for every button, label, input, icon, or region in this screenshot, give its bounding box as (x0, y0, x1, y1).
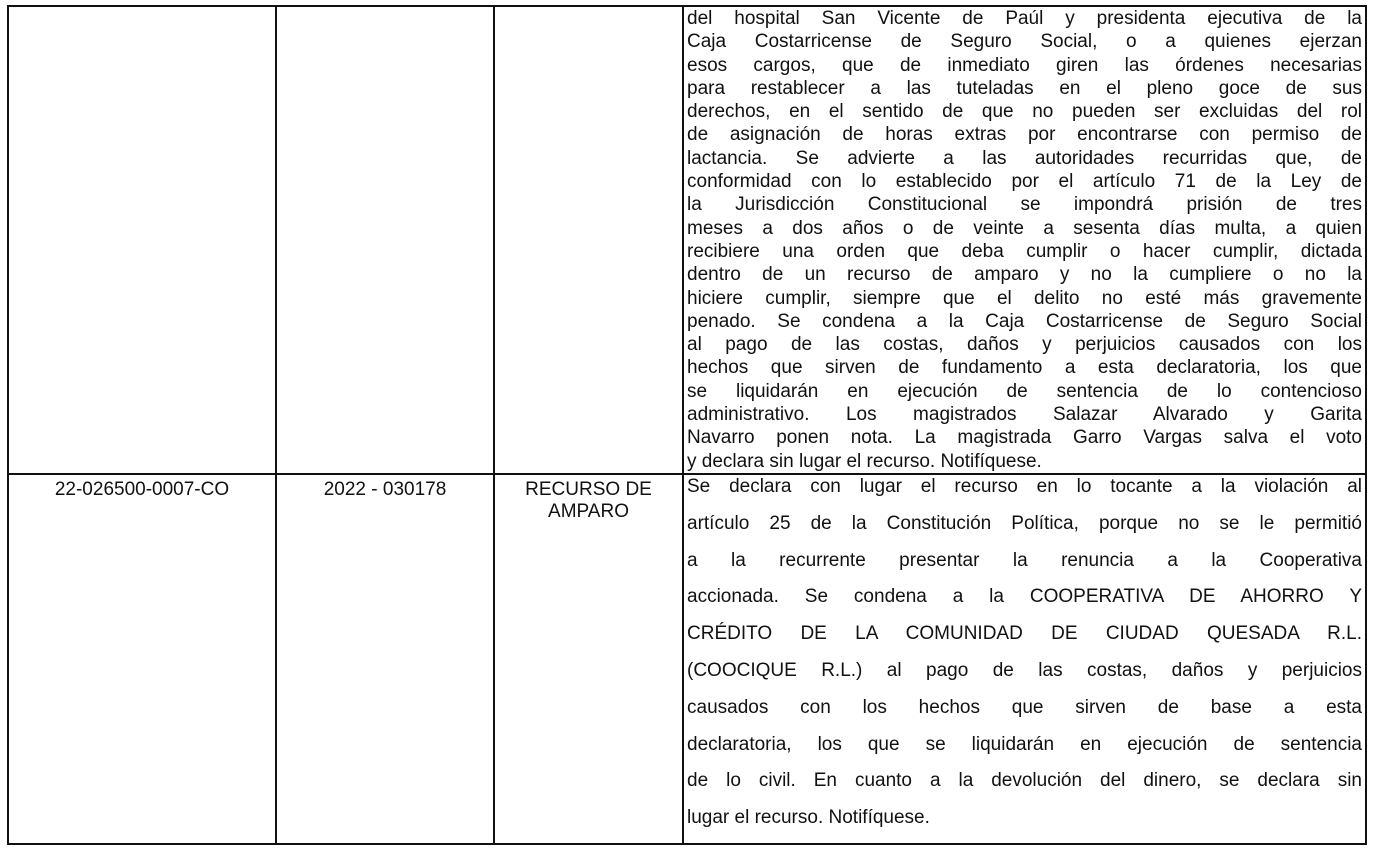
ruling-line: para restablecer a las tuteladas en el p… (687, 77, 1362, 99)
ruling-line: conformidad con lo establecido por el ar… (687, 171, 1362, 193)
ruling-cell: del hospital San Vicente de Paúl y presi… (682, 5, 1367, 475)
rulings-table: del hospital San Vicente de Paúl y presi… (7, 5, 1367, 845)
cell (7, 5, 277, 475)
ruling-line: (COOCIQUE R.L.) al pago de las costas, d… (687, 659, 1362, 681)
ruling-line: se liquidarán en ejecución de sentencia … (687, 380, 1362, 402)
ruling-line: Navarro ponen nota. La magistrada Garro … (687, 427, 1362, 449)
ruling-line: penado. Se condena a la Caja Costarricen… (687, 310, 1362, 332)
cell (275, 5, 495, 475)
ruling-line: Caja Costarricense de Seguro Social, o a… (687, 31, 1362, 53)
ruling-line: de asignación de horas extras por encont… (687, 124, 1362, 146)
ruling-line: y declara sin lugar el recurso. Notifíqu… (687, 450, 1042, 472)
ruling-line: derechos, en el sentido de que no pueden… (687, 101, 1362, 123)
ruling-line: lactancia. Se advierte a las autoridades… (687, 147, 1362, 169)
ruling-line: dentro de un recurso de amparo y no la c… (687, 264, 1362, 286)
ruling-line: hechos que sirven de fundamento a esta d… (687, 357, 1362, 379)
resolution-number: 2022 - 030178 (275, 472, 495, 845)
case-type: RECURSO DE AMPARO (493, 472, 684, 845)
ruling-line: CRÉDITO DE LA COMUNIDAD DE CIUDAD QUESAD… (687, 623, 1362, 645)
ruling-line: del hospital San Vicente de Paúl y presi… (687, 8, 1362, 29)
case-number: 22-026500-0007-CO (7, 472, 277, 845)
ruling-line: administrativo. Los magistrados Salazar … (687, 404, 1362, 426)
ruling-line: lugar el recurso. Notifíquese. (687, 807, 930, 829)
ruling-line: artículo 25 de la Constitución Política,… (687, 512, 1362, 534)
table-row: del hospital San Vicente de Paúl y presi… (7, 5, 1367, 475)
ruling-line: de lo civil. En cuanto a la devolución d… (687, 770, 1362, 792)
ruling-line: hiciere cumplir, siempre que el delito n… (687, 287, 1362, 309)
ruling-line: causados con los hechos que sirven de ba… (687, 696, 1362, 718)
ruling-line: a la recurrente presentar la renuncia a … (687, 549, 1362, 571)
ruling-line: accionada. Se condena a la COOPERATIVA D… (687, 586, 1362, 608)
ruling-line: Se declara con lugar el recurso en lo to… (687, 475, 1362, 497)
ruling-line: declaratoria, los que se liquidarán en e… (687, 733, 1362, 755)
ruling-line: esos cargos, que de inmediato giren las … (687, 54, 1362, 76)
table-row: 22-026500-0007-CO 2022 - 030178 RECURSO … (7, 472, 1367, 845)
ruling-line: al pago de las costas, daños y perjuicio… (687, 334, 1362, 356)
ruling-cell: Se declara con lugar el recurso en lo to… (682, 472, 1367, 845)
ruling-line: meses a dos años o de veinte a sesenta d… (687, 217, 1362, 239)
cell (493, 5, 684, 475)
ruling-line: recibiere una orden que deba cumplir o h… (687, 240, 1362, 262)
ruling-line: la Jurisdicción Constitucional se impond… (687, 194, 1362, 216)
